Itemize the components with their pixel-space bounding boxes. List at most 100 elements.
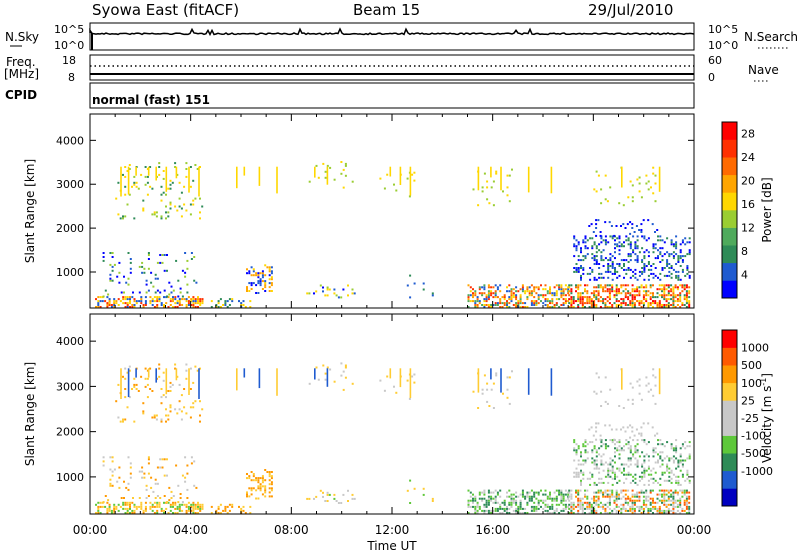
power-colorbar-cell xyxy=(722,227,737,246)
velocity-cell xyxy=(564,503,567,506)
velocity-cell xyxy=(503,507,506,510)
power-cell xyxy=(631,294,634,297)
power-colorbar-cell xyxy=(722,139,737,158)
power-cell xyxy=(649,284,652,287)
power-cell xyxy=(495,170,498,173)
power-cell xyxy=(487,298,490,301)
power-cell xyxy=(675,245,678,248)
power-cell xyxy=(636,178,639,181)
velocity-cell xyxy=(533,491,536,494)
velocity-cell xyxy=(688,453,691,456)
velocity-cell xyxy=(167,501,170,504)
velocity-cell xyxy=(666,463,669,466)
velocity-cell xyxy=(645,453,648,456)
velocity-cell xyxy=(431,500,434,502)
velocity-cell xyxy=(467,499,470,502)
power-cell xyxy=(140,302,143,305)
power-cell xyxy=(631,227,634,229)
power-cell xyxy=(487,306,490,308)
velocity-cell xyxy=(510,497,513,500)
velocity-cell xyxy=(270,483,273,486)
velocity-cell xyxy=(413,487,416,490)
velocity-cell xyxy=(99,512,102,514)
velocity-cell xyxy=(582,477,585,480)
velocity-cell xyxy=(638,507,641,510)
power-cell xyxy=(657,276,659,279)
power-cell xyxy=(614,243,616,246)
power-cell xyxy=(638,182,641,185)
velocity-cell xyxy=(170,490,173,493)
velocity-cell xyxy=(627,495,630,498)
velocity-cell xyxy=(521,507,524,510)
velocity-cell xyxy=(627,473,630,476)
power-cell xyxy=(184,275,187,278)
power-cell xyxy=(670,276,673,279)
velocity-cell xyxy=(675,479,678,482)
velocity-cell xyxy=(679,461,682,464)
power-streak xyxy=(409,166,412,196)
power-cell xyxy=(677,276,680,279)
velocity-cell xyxy=(636,491,639,494)
power-cell xyxy=(588,298,591,301)
power-cell xyxy=(535,302,538,305)
power-streak xyxy=(527,166,530,193)
power-cell xyxy=(257,282,260,285)
power-cell xyxy=(600,202,603,205)
power-cell xyxy=(107,293,110,296)
velocity-cell xyxy=(551,505,554,508)
power-cell xyxy=(183,185,186,188)
power-cell xyxy=(526,286,529,289)
velocity-cell xyxy=(688,491,691,494)
power-cell xyxy=(562,290,565,293)
velocity-cell xyxy=(393,385,395,388)
power-cell xyxy=(647,268,650,271)
power-cell xyxy=(503,298,506,301)
power-cell xyxy=(147,267,150,270)
power-cell xyxy=(681,255,684,258)
velocity-cell xyxy=(555,509,558,512)
power-cell xyxy=(618,274,621,277)
velocity-cell xyxy=(620,497,623,500)
power-colorbar-label: Power [dB] xyxy=(760,177,774,242)
velocity-cell xyxy=(160,420,163,423)
power-cell xyxy=(521,302,524,305)
power-cell xyxy=(570,304,573,306)
power-cell xyxy=(666,265,669,267)
velocity-cell xyxy=(633,434,636,437)
velocity-cell xyxy=(469,499,472,502)
velocity-cell xyxy=(169,505,172,508)
power-cell xyxy=(652,166,655,169)
power-cell xyxy=(501,302,504,305)
power-cell xyxy=(663,290,666,293)
velocity-cell xyxy=(657,461,659,464)
velocity-cell xyxy=(494,489,497,492)
power-cell xyxy=(474,306,477,308)
power-cell xyxy=(604,306,607,308)
velocity-cell xyxy=(611,493,614,496)
velocity-cell xyxy=(169,410,172,413)
velocity-cell xyxy=(683,499,686,502)
velocity-cell xyxy=(595,483,598,486)
velocity-cell xyxy=(533,509,536,512)
power-cell xyxy=(641,235,644,238)
velocity-cell xyxy=(153,414,156,417)
velocity-cell xyxy=(124,507,127,510)
power-cell xyxy=(261,274,264,277)
velocity-cell xyxy=(600,459,603,462)
velocity-cell xyxy=(506,376,509,379)
power-streak xyxy=(198,166,200,197)
velocity-cell xyxy=(326,491,329,494)
velocity-cell xyxy=(641,463,644,466)
power-cell xyxy=(640,300,643,303)
velocity-cell xyxy=(672,497,675,500)
velocity-cell xyxy=(629,424,632,427)
velocity-cell xyxy=(153,505,156,508)
velocity-cell xyxy=(665,489,668,492)
freq-panel: Freq. [MHz] 18 8 60 0 Nave xyxy=(4,54,779,84)
velocity-cell xyxy=(133,385,136,388)
velocity-cell xyxy=(147,462,150,465)
velocity-cell xyxy=(506,495,508,498)
velocity-cell xyxy=(577,491,580,494)
power-cell xyxy=(679,257,682,260)
velocity-cell xyxy=(512,499,515,502)
